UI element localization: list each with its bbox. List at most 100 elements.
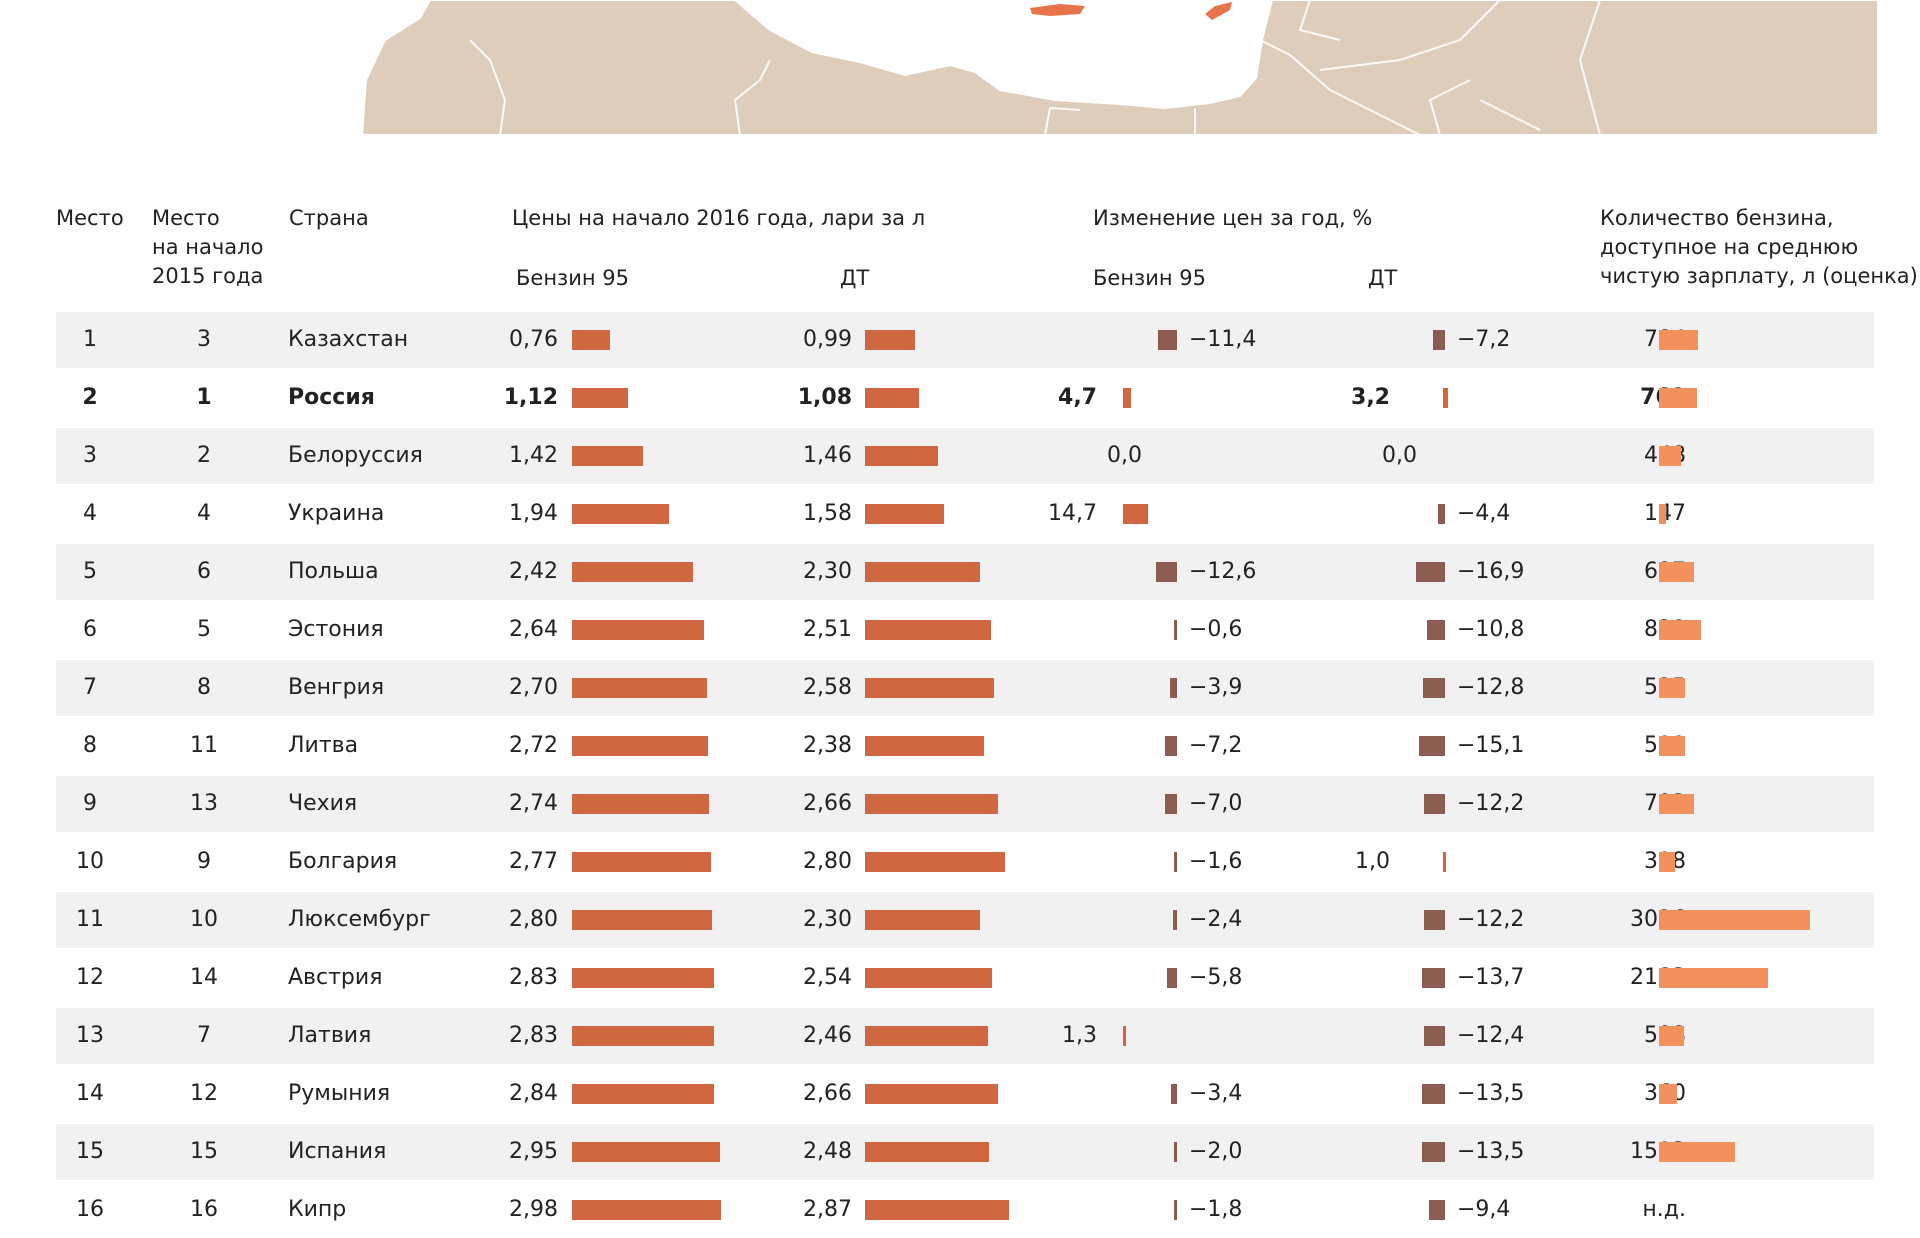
diesel-price-bar <box>865 330 915 350</box>
petrol-change-bar <box>1167 968 1177 988</box>
petrol-change-bar <box>1155 562 1177 582</box>
prev-rank-cell: 9 <box>197 849 211 874</box>
quantity-bar <box>1659 968 1769 988</box>
diesel-change-bar <box>1419 736 1445 756</box>
diesel-price-bar <box>865 504 944 524</box>
prev-rank-cell: 1 <box>196 385 212 410</box>
petrol-price-value: 2,84 <box>509 1081 558 1106</box>
petrol-price-value: 1,42 <box>509 443 558 468</box>
petrol-change-value: −3,9 <box>1189 675 1243 700</box>
header-change-diesel: ДТ <box>1368 266 1398 290</box>
rank-cell: 14 <box>76 1081 104 1106</box>
diesel-price-bar <box>865 388 919 408</box>
prev-rank-cell: 10 <box>190 907 218 932</box>
quantity-bar <box>1659 446 1682 466</box>
petrol-change-value: 0,0 <box>1107 443 1142 468</box>
header-change-petrol: Бензин 95 <box>1093 266 1206 290</box>
diesel-price-bar <box>865 1142 989 1162</box>
diesel-price-value: 2,38 <box>803 733 852 758</box>
rank-cell: 10 <box>76 849 104 874</box>
rank-cell: 3 <box>83 443 97 468</box>
diesel-price-value: 2,87 <box>803 1197 852 1222</box>
prev-rank-cell: 13 <box>190 791 218 816</box>
rank-cell: 8 <box>83 733 97 758</box>
diesel-price-value: 2,30 <box>803 907 852 932</box>
header-country: Страна <box>289 206 369 230</box>
diesel-price-bar <box>865 736 984 756</box>
petrol-price-bar <box>572 504 669 524</box>
country-cell: Польша <box>288 559 379 584</box>
petrol-change-value: 14,7 <box>1048 501 1097 526</box>
diesel-change-bar <box>1423 1026 1445 1046</box>
petrol-change-value: −1,6 <box>1189 849 1243 874</box>
diesel-change-bar <box>1421 968 1445 988</box>
diesel-change-value: 0,0 <box>1382 443 1417 468</box>
petrol-price-bar <box>572 678 707 698</box>
petrol-change-value: −0,6 <box>1189 617 1243 642</box>
diesel-price-value: 2,46 <box>803 1023 852 1048</box>
diesel-price-bar <box>865 1026 988 1046</box>
quantity-bar <box>1659 794 1695 814</box>
prev-rank-cell: 7 <box>197 1023 211 1048</box>
petrol-price-value: 2,42 <box>509 559 558 584</box>
country-cell: Эстония <box>288 617 384 642</box>
diesel-change-value: 1,0 <box>1355 849 1390 874</box>
diesel-change-value: −13,7 <box>1457 965 1525 990</box>
table-row: 4 4 Украина 1,94 1,58 14,7 −4,4 147 <box>56 486 1874 542</box>
quantity-bar <box>1659 330 1699 350</box>
header-quantity: Количество бензина, доступное на среднюю… <box>1600 206 1918 288</box>
petrol-price-value: 2,98 <box>509 1197 558 1222</box>
country-cell: Румыния <box>288 1081 391 1106</box>
petrol-change-value: −2,4 <box>1189 907 1243 932</box>
diesel-price-bar <box>865 678 994 698</box>
quantity-bar <box>1659 620 1701 640</box>
header-prices: Цены на начало 2016 года, лари за л <box>512 206 926 230</box>
quantity-bar <box>1659 678 1686 698</box>
prev-rank-cell: 11 <box>190 733 218 758</box>
petrol-price-bar <box>572 1200 721 1220</box>
rank-cell: 12 <box>76 965 104 990</box>
diesel-change-value: −12,4 <box>1457 1023 1525 1048</box>
petrol-change-value: −2,0 <box>1189 1139 1243 1164</box>
country-cell: Латвия <box>288 1023 372 1048</box>
petrol-change-bar <box>1170 678 1177 698</box>
rank-cell: 13 <box>76 1023 104 1048</box>
petrol-price-value: 2,83 <box>509 965 558 990</box>
quantity-value: н.д. <box>1642 1197 1686 1222</box>
petrol-change-bar <box>1165 794 1177 814</box>
prev-rank-cell: 5 <box>197 617 211 642</box>
rank-cell: 7 <box>83 675 97 700</box>
rank-cell: 11 <box>76 907 104 932</box>
petrol-price-value: 2,83 <box>509 1023 558 1048</box>
petrol-change-value: −12,6 <box>1189 559 1257 584</box>
diesel-price-bar <box>865 620 991 640</box>
petrol-change-value: −11,4 <box>1189 327 1257 352</box>
country-cell: Казахстан <box>288 327 409 352</box>
rank-cell: 16 <box>76 1197 104 1222</box>
petrol-price-bar <box>572 968 714 988</box>
petrol-change-value: −7,2 <box>1189 733 1243 758</box>
map-island-cyprus <box>1205 2 1232 20</box>
diesel-price-bar <box>865 1084 998 1104</box>
header-rank-prev: Место на начало 2015 года <box>152 206 264 288</box>
petrol-price-value: 2,64 <box>509 617 558 642</box>
rank-cell: 9 <box>83 791 97 816</box>
petrol-price-bar <box>572 1142 720 1162</box>
table-row: 16 16 Кипр 2,98 2,87 −1,8 −9,4 н.д. <box>56 1182 1874 1238</box>
country-cell: Болгария <box>288 849 398 874</box>
diesel-change-value: 3,2 <box>1351 385 1390 410</box>
petrol-price-bar <box>572 1026 714 1046</box>
petrol-change-bar <box>1123 1026 1126 1046</box>
map-borders <box>469 0 1601 136</box>
petrol-change-bar <box>1173 1200 1177 1220</box>
diesel-change-value: −12,2 <box>1457 791 1525 816</box>
prev-rank-cell: 3 <box>197 327 211 352</box>
diesel-price-bar <box>865 794 998 814</box>
petrol-price-value: 1,12 <box>503 385 558 410</box>
diesel-change-bar <box>1424 910 1445 930</box>
petrol-change-value: −5,8 <box>1189 965 1243 990</box>
